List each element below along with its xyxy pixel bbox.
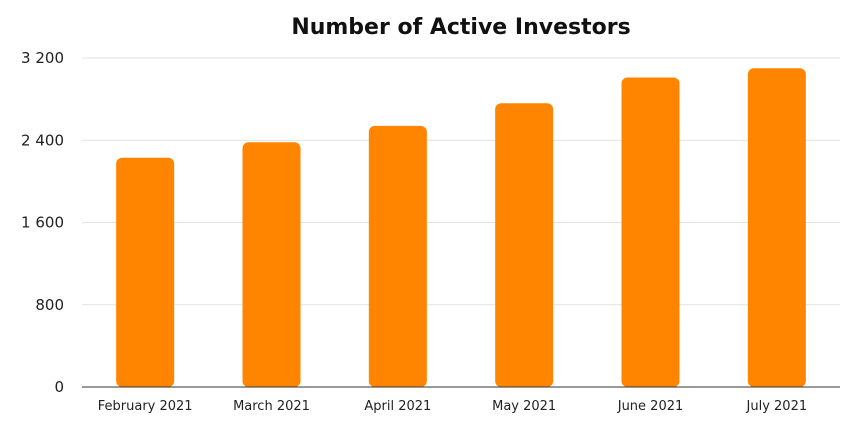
- bar: [116, 157, 175, 387]
- x-axis-ticks: February 2021 March 2021 April 2021 May 202…: [98, 399, 807, 414]
- y-tick-label: 3 200: [21, 49, 64, 67]
- x-tick-label: May 2021: [492, 399, 556, 414]
- x-tick-label: July 2021: [746, 399, 808, 414]
- y-tick-label: 2 400: [21, 131, 64, 149]
- x-tick-label: March 2021: [233, 399, 310, 414]
- gridlines: [82, 57, 840, 306]
- chart-title: Number of Active Investors: [291, 15, 630, 40]
- bar: [621, 77, 680, 388]
- bar: [368, 125, 427, 387]
- y-tick-label: 0: [54, 378, 64, 396]
- x-tick-label: June 2021: [617, 399, 684, 414]
- x-tick-label: April 2021: [364, 399, 431, 414]
- x-tick-label: February 2021: [98, 399, 193, 414]
- bars: [116, 68, 806, 388]
- bar: [747, 68, 806, 387]
- bar: [242, 142, 301, 387]
- y-tick-label: 800: [35, 296, 64, 314]
- bar: [495, 103, 554, 388]
- y-tick-label: 1 600: [21, 214, 64, 232]
- y-axis-ticks: 0 800 1 600 2 400 3 200: [21, 49, 64, 396]
